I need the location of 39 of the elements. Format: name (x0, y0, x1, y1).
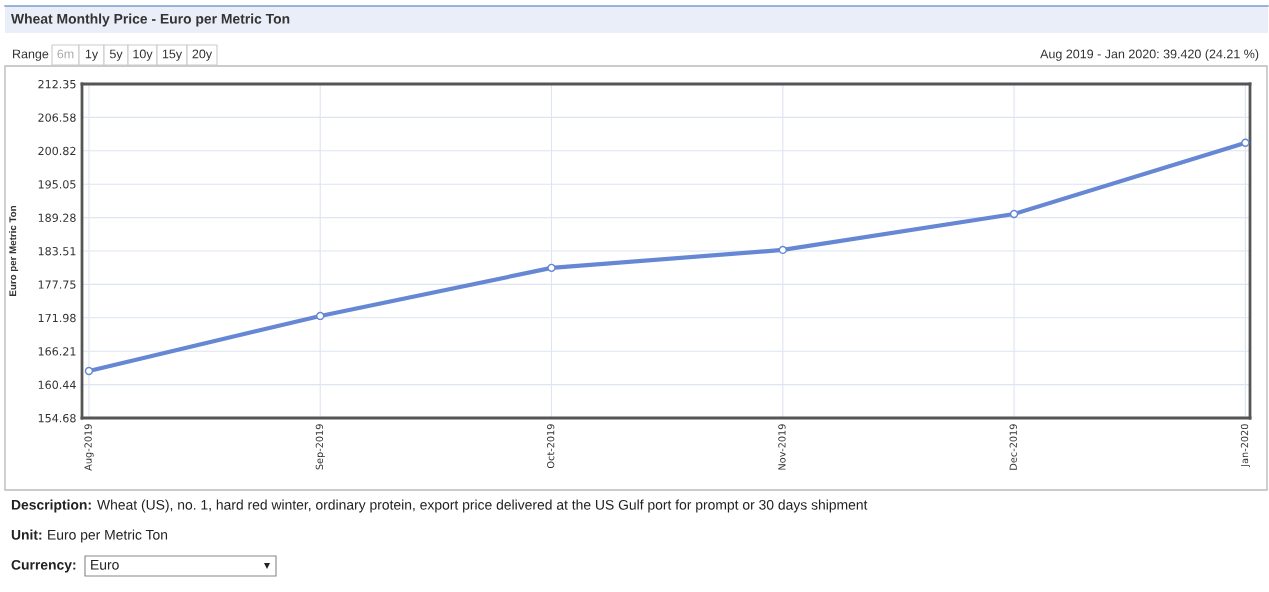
text: 10y (133, 49, 153, 61)
text: 1y (85, 49, 99, 61)
point (316, 311, 325, 321)
y-tick-label: 160.44 (38, 380, 76, 390)
text: Range (13, 49, 49, 61)
y-tick-label: 171.98 (38, 313, 76, 323)
y-tick-label: 200.82 (38, 146, 76, 156)
x-tick-label: Dec-2019 (1009, 424, 1017, 470)
x-tick-label: Sep-2019 (315, 424, 325, 470)
text: 20y (192, 49, 213, 61)
text: Currency: (11, 559, 76, 573)
y-tick-label: 183.51 (38, 247, 76, 256)
y-tick-label: 195.05 (38, 180, 76, 189)
y-tick-label: 212.35 (38, 79, 76, 89)
x-tick-label: Oct-2019 (546, 424, 555, 469)
text: Description: (11, 499, 91, 513)
text: 5y (109, 49, 123, 61)
text: 15y (162, 49, 183, 61)
y-axis-title: Euro per Metric Ton (9, 206, 19, 296)
point (778, 245, 787, 255)
y-tick-label: 189.28 (38, 213, 76, 222)
x-tick-label: Jan-2020 (1240, 424, 1250, 468)
chart-title: Wheat Monthly Price - Euro per Metric Ton (11, 13, 290, 27)
point (1009, 209, 1019, 219)
y-tick-label: 166.21 (38, 347, 76, 356)
text: 6m (57, 49, 74, 59)
y-tick-label: 206.58 (38, 113, 76, 122)
y-tick-label: 177.75 (38, 280, 76, 289)
x-tick-label: Nov-2019 (778, 424, 786, 470)
text: Wheat (US), no. 1, hard red winter, ordinary protein, export price delivered at the US Gulf port for prompt or 30 days shipment (97, 499, 868, 513)
text: Euro per Metric Ton (48, 529, 168, 543)
point (547, 263, 556, 273)
text: Aug 2019 - Jan 2020: 39.420 (24.21 %) (1040, 49, 1259, 61)
y-tick-label: 154.68 (38, 413, 76, 423)
x-tick-label: Aug-2019 (84, 424, 94, 471)
point (1241, 138, 1250, 147)
text: Unit: (11, 529, 42, 540)
text: Euro (91, 560, 119, 570)
point (84, 366, 94, 376)
